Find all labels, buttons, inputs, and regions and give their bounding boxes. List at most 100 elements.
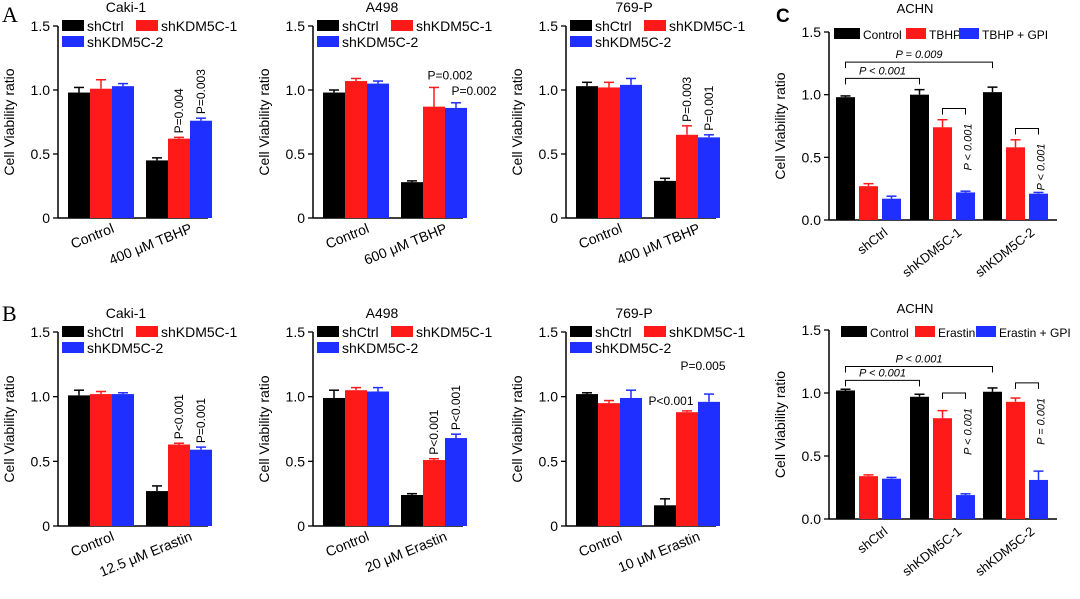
y-tick-label: 0 bbox=[42, 518, 50, 534]
bar bbox=[698, 137, 720, 218]
p-value: P<0.001 bbox=[427, 409, 441, 454]
legend-label: shCtrl bbox=[87, 324, 124, 340]
significance-bracket bbox=[942, 107, 966, 115]
chart-title: Caki-1 bbox=[106, 305, 147, 321]
bar bbox=[445, 107, 467, 218]
bar bbox=[956, 495, 975, 519]
p-value: P<0.001 bbox=[648, 394, 693, 408]
bar bbox=[68, 395, 90, 526]
legend-label: Erastin + GPI bbox=[999, 326, 1071, 340]
p-value: P < 0.001 bbox=[859, 65, 906, 77]
legend-label: shKDM5C-2 bbox=[342, 34, 418, 50]
bar bbox=[146, 491, 168, 526]
y-axis-label: Cell Viability ratio bbox=[1, 375, 17, 482]
y-axis-label: Cell Viability ratio bbox=[509, 68, 525, 175]
panel-label-b: B bbox=[2, 301, 17, 326]
y-tick-label: 0.5 bbox=[802, 448, 822, 464]
bar bbox=[1029, 479, 1048, 519]
legend-label: shKDM5C-2 bbox=[595, 340, 671, 356]
y-tick-label: 0 bbox=[42, 210, 50, 226]
p-value: P < 0.001 bbox=[896, 354, 943, 366]
significance-bracket bbox=[1015, 128, 1039, 135]
significance-bracket bbox=[845, 77, 920, 85]
p-value: P=0.003 bbox=[680, 76, 694, 121]
x-tick-label: Control bbox=[576, 528, 624, 560]
p-value: P=0.002 bbox=[451, 84, 496, 98]
bar bbox=[859, 476, 878, 519]
bar bbox=[576, 86, 598, 218]
bar bbox=[190, 449, 212, 526]
y-tick-label: 1.0 bbox=[286, 82, 306, 98]
chart-title: ACHN bbox=[897, 301, 934, 316]
p-value: P<0.001 bbox=[172, 394, 186, 439]
bar bbox=[112, 394, 134, 526]
legend-label: shCtrl bbox=[342, 324, 379, 340]
chart-c-7: ACHN Control Erastin Erastin + GPI 0.0 0.5 1.0… bbox=[772, 301, 1071, 579]
x-tick-label: shCtrl bbox=[854, 224, 890, 257]
bar bbox=[620, 84, 642, 218]
legend-swatch bbox=[136, 326, 158, 337]
bar bbox=[168, 138, 190, 218]
y-tick-label: 1.5 bbox=[802, 24, 822, 40]
bar bbox=[401, 494, 423, 526]
bar bbox=[859, 186, 878, 220]
bar bbox=[910, 396, 929, 519]
legend-label: shCtrl bbox=[342, 18, 379, 34]
y-tick-label: 1.0 bbox=[802, 385, 822, 401]
legend-swatch bbox=[317, 20, 339, 31]
y-tick-label: 0 bbox=[550, 518, 558, 534]
legend-swatch bbox=[570, 342, 592, 353]
y-tick-label: 0.0 bbox=[802, 212, 822, 228]
bar bbox=[168, 444, 190, 526]
y-tick-label: 0.0 bbox=[802, 511, 822, 527]
bar bbox=[676, 134, 698, 218]
bar bbox=[676, 412, 698, 526]
legend-swatch bbox=[62, 342, 84, 353]
y-tick-label: 1.0 bbox=[286, 389, 306, 405]
bar bbox=[983, 391, 1002, 519]
legend-swatch bbox=[841, 326, 867, 337]
legend-swatch bbox=[644, 20, 666, 31]
x-tick-label: 400 μM TBHP bbox=[107, 220, 195, 268]
p-value: P=0.002 bbox=[427, 68, 472, 82]
bar bbox=[654, 505, 676, 526]
bar bbox=[983, 92, 1002, 220]
chart-title: 769-P bbox=[615, 0, 652, 15]
legend-label: TBHP bbox=[929, 28, 961, 42]
bar bbox=[882, 478, 901, 519]
significance-bracket bbox=[845, 379, 920, 387]
legend-label: shKDM5C-1 bbox=[161, 18, 237, 34]
significance-bracket bbox=[942, 392, 966, 399]
p-value: P < 0.001 bbox=[963, 408, 975, 455]
bar bbox=[910, 94, 929, 220]
legend-swatch bbox=[317, 326, 339, 337]
bar bbox=[367, 83, 389, 218]
bar bbox=[1006, 147, 1025, 220]
legend-swatch bbox=[906, 28, 926, 39]
x-tick-label: shKDM5C-2 bbox=[972, 225, 1037, 280]
x-tick-label: shCtrl bbox=[854, 523, 890, 556]
legend-label: shKDM5C-2 bbox=[342, 340, 418, 356]
legend-swatch bbox=[915, 326, 935, 337]
bar bbox=[933, 127, 952, 220]
y-axis-label: Cell Viability ratio bbox=[256, 375, 272, 482]
y-axis-label: Cell Viability ratio bbox=[1, 68, 17, 175]
x-tick-label: Control bbox=[323, 528, 371, 560]
legend-swatch bbox=[62, 36, 84, 47]
legend-label: shCtrl bbox=[595, 18, 632, 34]
y-axis-label: Cell Viability ratio bbox=[772, 371, 788, 478]
bar bbox=[323, 92, 345, 218]
legend-swatch bbox=[62, 326, 84, 337]
y-tick-label: 1.0 bbox=[31, 389, 51, 405]
legend-label: shCtrl bbox=[87, 18, 124, 34]
p-value: P<0.001 bbox=[449, 385, 463, 430]
y-tick-label: 1.5 bbox=[802, 322, 822, 338]
bar bbox=[345, 390, 367, 526]
bar bbox=[112, 86, 134, 218]
x-tick-label: Control bbox=[68, 220, 116, 252]
significance-bracket bbox=[1015, 382, 1039, 389]
